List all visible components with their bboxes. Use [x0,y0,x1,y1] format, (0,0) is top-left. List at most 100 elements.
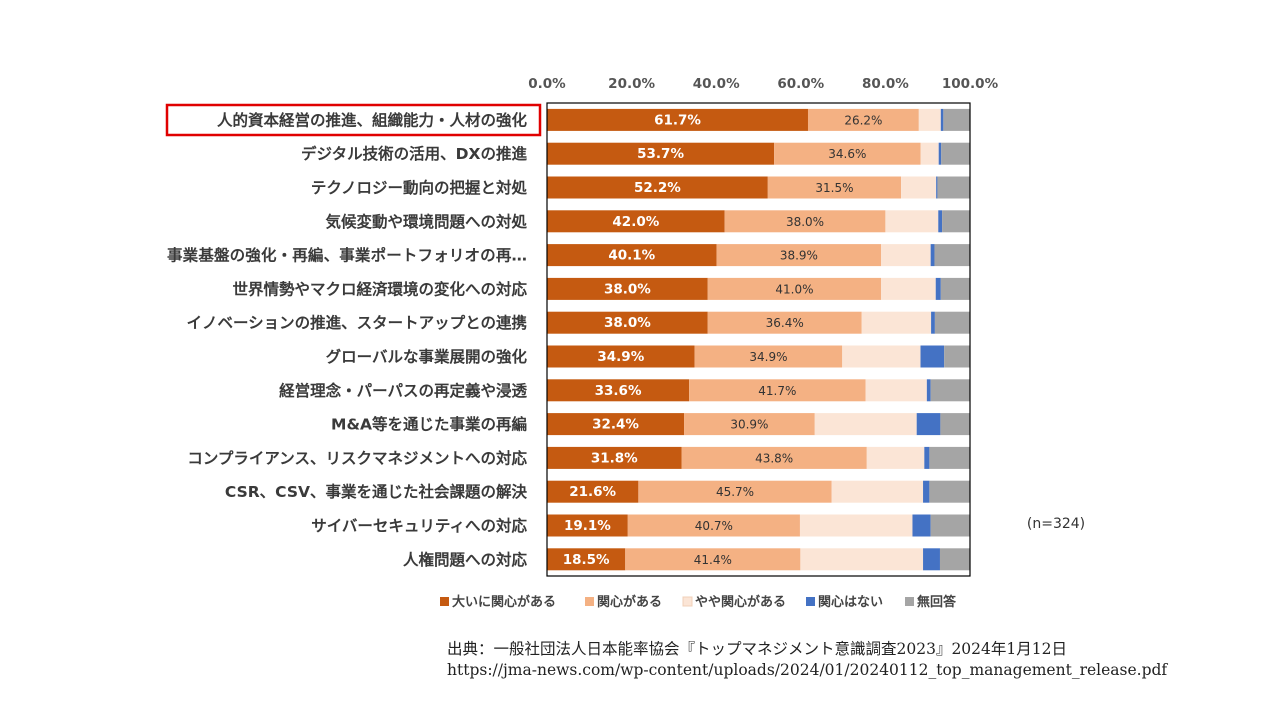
data-label: 45.7% [716,485,754,499]
bar-segment [547,548,626,571]
data-label: 43.8% [755,451,793,465]
category-label: デジタル技術の活用、DXの推進 [301,144,528,163]
bar-segment [942,210,970,233]
data-label: 32.4% [592,417,639,433]
category-label: M&A等を通じた事業の再編 [331,415,527,434]
category-label: 世界情勢やマクロ経済環境の変化への対応 [232,279,527,298]
bar-segment [934,244,970,267]
bar-segment [625,548,801,571]
x-tick-label: 40.0% [693,76,740,92]
data-label: 38.0% [786,215,824,229]
bar-segment [800,548,924,571]
highlight-box [165,103,542,137]
bar-segment [940,108,944,131]
data-label: 21.6% [569,484,616,500]
x-tick-label: 80.0% [862,76,909,92]
legend: 大いに関心がある 関心がある やや関心がある 関心はない 無回答 [440,594,957,610]
bar-segment [814,413,917,436]
data-label: 26.2% [844,113,882,127]
bar-segment [547,413,685,436]
legend-label: やや関心がある [695,594,786,610]
category-label: コンプライアンス、リスクマネジメントへの対応 [187,448,527,467]
bar-segment [934,311,970,334]
bar-segment [935,277,941,300]
bar-segment [937,176,970,199]
data-label: 31.5% [815,181,853,195]
source-citation: 出典：一般社団法人日本能率協会『トップマネジメント意識調査2023』2024年1… [447,640,1067,658]
bar-segment [939,548,970,571]
legend-label: 関心はない [818,595,883,610]
bar-segment [924,446,930,469]
legend-label: 無回答 [917,594,957,610]
legend-swatch [440,597,449,606]
x-tick-label: 0.0% [528,76,566,92]
bar-segment [547,210,725,233]
x-tick-label: 60.0% [777,76,824,92]
bar-segment [912,514,931,537]
bar-segment [724,210,886,233]
bar-segment [916,413,941,436]
category-label: イノベーションの推進、スタートアップとの連携 [186,313,527,332]
data-label: 19.1% [564,518,611,534]
bar-segment [926,379,931,402]
source-url: https://jma-news.com/wp-content/uploads/… [447,661,1168,679]
bar-segment [694,345,843,368]
bar-segment [799,514,913,537]
data-label: 53.7% [637,146,684,162]
bar-segment [547,311,708,334]
bar-segment [774,142,921,165]
data-label: 18.5% [563,552,610,568]
category-label: 事業基盤の強化・再編、事業ポートフォリオの再… [167,246,527,265]
category-label: 経営理念・パーパスの再定義や浸透 [279,381,527,400]
bar-segment [689,379,866,402]
legend-swatch [682,596,693,607]
bar-segment [940,413,970,436]
bar-segment [929,446,970,469]
bar-segment [767,176,902,199]
category-label: 人的資本経営の推進、組織能力・人材の強化 [217,110,528,129]
bar-segment [707,277,882,300]
bar-segment [831,480,924,503]
legend-label: 大いに関心がある [452,594,556,610]
bar-segment [865,379,927,402]
bar-segment [920,345,945,368]
legend-label: 関心がある [597,594,662,610]
bar-segment [861,311,932,334]
bar-segment [547,142,775,165]
bar-segment [936,176,938,199]
bar-segment [547,379,690,402]
bar-segment [547,277,708,300]
category-label: サイバーセキュリティへの対応 [311,516,527,535]
x-tick-label: 100.0% [942,76,999,92]
data-label: 38.0% [604,281,651,297]
x-tick-label: 20.0% [608,76,655,92]
chart-frame [546,102,971,577]
data-label: 30.9% [730,418,768,432]
data-label: 31.8% [591,450,638,466]
legend-swatch [905,597,914,606]
bar-segment [881,277,936,300]
data-label: 40.7% [695,519,733,533]
data-label: 34.9% [749,350,787,364]
legend-swatch [806,597,815,606]
bar-segment [938,142,942,165]
data-label: 61.7% [654,112,701,128]
data-label: 41.0% [775,282,813,296]
bar-segment [885,210,939,233]
bar-segment [547,514,628,537]
bar-segment [547,176,768,199]
category-label: テクノロジー動向の把握と対処 [311,178,528,197]
bar-segment [547,446,682,469]
bar-segment [547,108,808,131]
bar-segment [931,311,935,334]
data-label: 40.1% [608,248,655,264]
bar-segment [716,244,882,267]
legend-swatch [585,597,594,606]
data-label: 38.0% [604,315,651,331]
bar-segment [940,277,970,300]
bar-segment [938,210,943,233]
data-label: 34.6% [828,147,866,161]
bar-segment [881,244,931,267]
data-label: 42.0% [612,214,659,230]
